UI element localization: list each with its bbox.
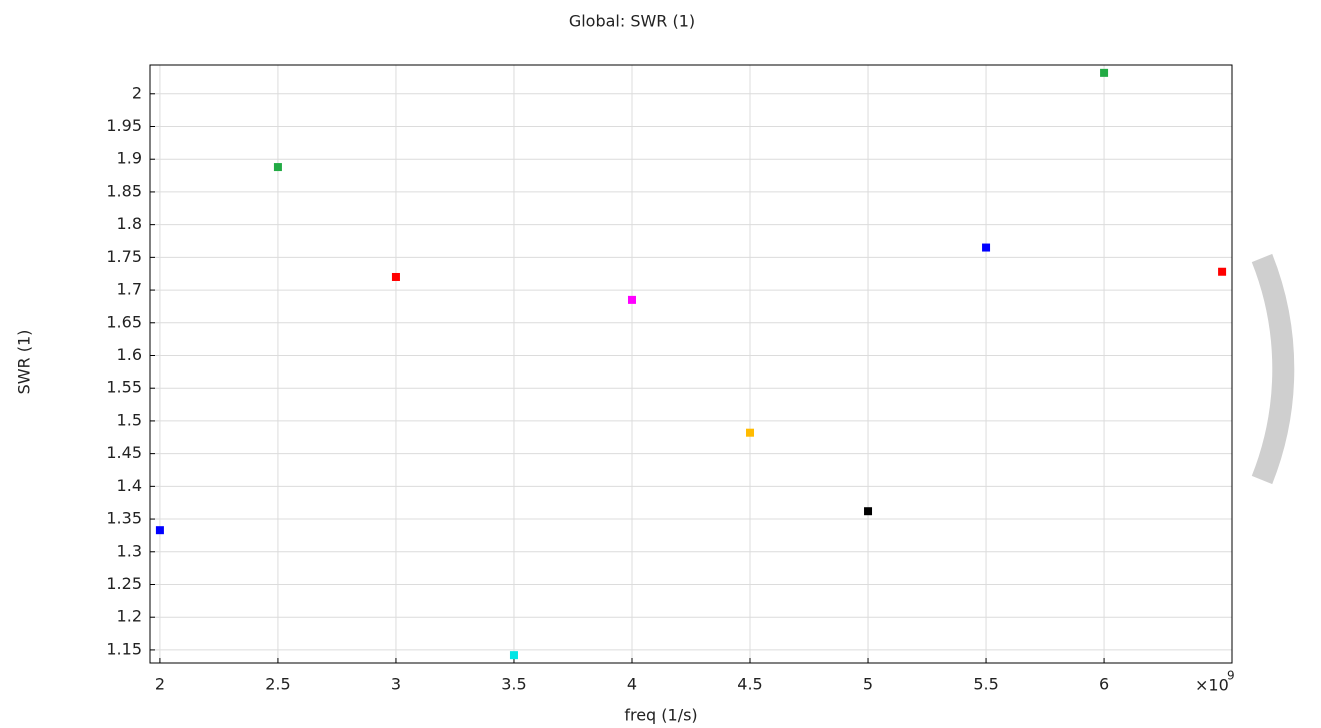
- y-tick-label: 1.75: [106, 247, 142, 266]
- x-tick-label: 6: [1099, 675, 1109, 694]
- point: [155, 526, 164, 535]
- y-tick-label: 1.2: [117, 607, 142, 626]
- y-tick-label: 1.3: [117, 541, 142, 560]
- point: [1218, 267, 1227, 276]
- y-tick-label: 1.15: [106, 639, 142, 658]
- y-tick-label: 1.55: [106, 378, 142, 397]
- y-axis-label: SWR (1): [15, 330, 34, 395]
- x-tick-label: 2: [155, 675, 165, 694]
- x-axis-label: freq (1/s): [624, 706, 697, 725]
- point: [864, 507, 873, 516]
- x-scale-exponent: 9: [1227, 669, 1235, 683]
- y-tick-label: 1.9: [117, 149, 142, 168]
- chart-title: Global: SWR (1): [569, 12, 695, 31]
- point: [982, 243, 991, 252]
- x-tick-label: 5: [863, 675, 873, 694]
- y-tick-label: 2: [132, 83, 142, 102]
- y-tick-label: 1.85: [106, 181, 142, 200]
- y-tick-label: 1.25: [106, 574, 142, 593]
- y-tick-label: 1.6: [117, 345, 142, 364]
- y-tick-label: 1.45: [106, 443, 142, 462]
- decorative-arc: [1251, 253, 1295, 485]
- y-tick-label: 1.65: [106, 312, 142, 331]
- point: [746, 428, 755, 437]
- x-tick-label: 3: [391, 675, 401, 694]
- plot-frame: [149, 64, 1233, 664]
- point: [391, 272, 400, 281]
- x-tick-label: 3.5: [501, 675, 526, 694]
- point: [1100, 68, 1109, 77]
- point: [627, 295, 636, 304]
- x-tick-label: 5.5: [973, 675, 998, 694]
- y-tick-label: 1.7: [117, 280, 142, 299]
- y-tick-label: 1.4: [117, 476, 142, 495]
- x-tick-label: 4: [627, 675, 637, 694]
- x-scale-base: ×10: [1195, 676, 1229, 695]
- y-tick-label: 1.35: [106, 509, 142, 528]
- y-tick-label: 1.5: [117, 410, 142, 429]
- y-tick-label: 1.8: [117, 214, 142, 233]
- x-tick-label: 4.5: [737, 675, 762, 694]
- y-tick-label: 1.95: [106, 116, 142, 135]
- point: [509, 651, 518, 660]
- point: [273, 163, 282, 172]
- x-tick-label: 2.5: [265, 675, 290, 694]
